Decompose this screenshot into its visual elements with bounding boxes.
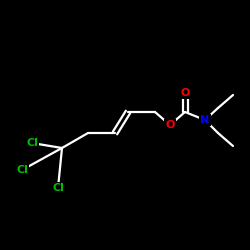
Text: O: O (165, 120, 175, 130)
Text: Cl: Cl (52, 183, 64, 193)
Text: O: O (180, 88, 190, 98)
Text: N: N (200, 115, 209, 125)
Text: Cl: Cl (16, 165, 28, 175)
Text: Cl: Cl (26, 138, 38, 148)
